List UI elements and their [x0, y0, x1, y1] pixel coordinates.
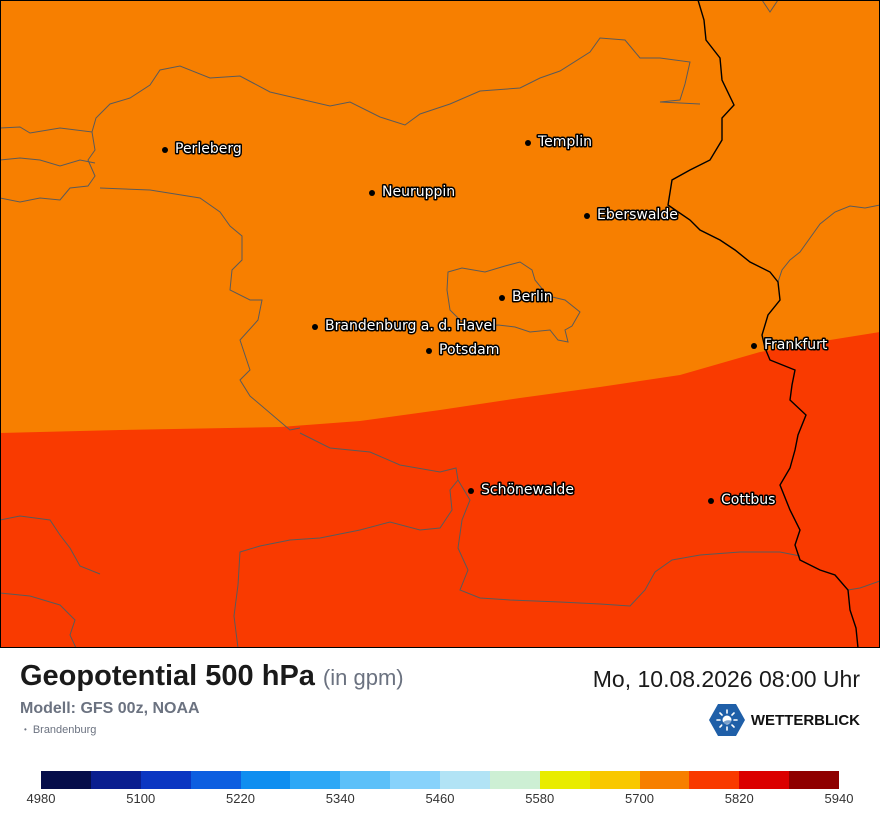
color-scale-segment [589, 771, 640, 789]
model-info: Modell: GFS 00z, NOAA [20, 700, 200, 717]
color-scale-segment [440, 771, 490, 789]
forecast-datetime: Mo, 10.08.2026 08:00 Uhr [592, 666, 860, 692]
city-marker: Schönewalde [468, 481, 575, 500]
brand-logo[interactable]: WETTERBLICK [708, 703, 860, 737]
title-unit: (in gpm) [322, 665, 404, 690]
color-scale-tick: 5820 [724, 791, 754, 806]
city-marker: Eberswalde [584, 206, 679, 225]
color-scale-segment [190, 771, 241, 789]
city-label: Potsdam [439, 342, 499, 358]
city-marker: Brandenburg a. d. Havel [312, 317, 497, 336]
city-marker: Perleberg [162, 140, 243, 159]
color-scale-tick: 5580 [525, 791, 555, 806]
city-label: Cottbus [721, 492, 775, 508]
city-label: Frankfurt [764, 337, 828, 353]
region-text: Brandenburg [32, 724, 97, 736]
color-scale-segment [390, 771, 440, 789]
city-marker: Cottbus [708, 491, 777, 510]
title-text: Geopotential 500 hPa [20, 660, 315, 692]
color-scale-tick: 5340 [325, 791, 355, 806]
city-label: Neuruppin [382, 184, 455, 200]
city-label: Eberswalde [597, 207, 678, 223]
city-marker: Potsdam [426, 341, 501, 360]
color-scale-tick: 4980 [26, 791, 56, 806]
region-borders [0, 37, 880, 648]
color-scale-segment [689, 771, 740, 789]
color-scale-tick: 5220 [226, 791, 255, 806]
color-scale-segment [340, 771, 391, 789]
bullet-icon: • [24, 725, 27, 734]
region-label: • Brandenburg [24, 724, 96, 736]
color-scale-segment [489, 771, 540, 789]
city-marker: Neuruppin [369, 183, 457, 202]
color-scale-segment [41, 771, 91, 789]
map-title: Geopotential 500 hPa (in gpm) [20, 660, 404, 693]
color-scale-segment [789, 771, 839, 789]
color-scale-segment [140, 771, 191, 789]
city-markers: Perleberg Templin Neuruppin Eberswalde B… [162, 133, 829, 510]
color-scale-tick: 5100 [126, 791, 156, 806]
city-label: Schönewalde [481, 482, 574, 498]
city-marker: Templin [525, 133, 593, 152]
color-scale [41, 771, 839, 789]
color-scale-tick: 5700 [625, 791, 654, 806]
city-marker: Berlin [499, 288, 554, 307]
color-scale-segment [90, 771, 141, 789]
city-label: Berlin [512, 289, 553, 305]
color-scale-segment [739, 771, 790, 789]
city-label: Brandenburg a. d. Havel [325, 318, 496, 334]
border-nw-tick [761, 0, 779, 13]
color-scale-ticks: 4980 5100 5220 5340 5460 5580 5700 5820 5940 [0, 791, 880, 811]
color-scale-segment [240, 771, 291, 789]
city-label: Perleberg [175, 141, 242, 157]
brand-name: WETTERBLICK [750, 711, 860, 729]
color-scale-segment [639, 771, 690, 789]
map-canvas: Perleberg Templin Neuruppin Eberswalde B… [0, 0, 880, 648]
color-scale-segment [539, 771, 590, 789]
city-marker: Frankfurt [751, 336, 829, 355]
sun-logo-icon [708, 704, 745, 736]
color-scale-tick: 5940 [824, 791, 854, 806]
color-scale-segment [290, 771, 341, 789]
national-border [667, 0, 859, 648]
city-label: Templin [537, 134, 592, 150]
color-scale-tick: 5460 [425, 791, 455, 806]
